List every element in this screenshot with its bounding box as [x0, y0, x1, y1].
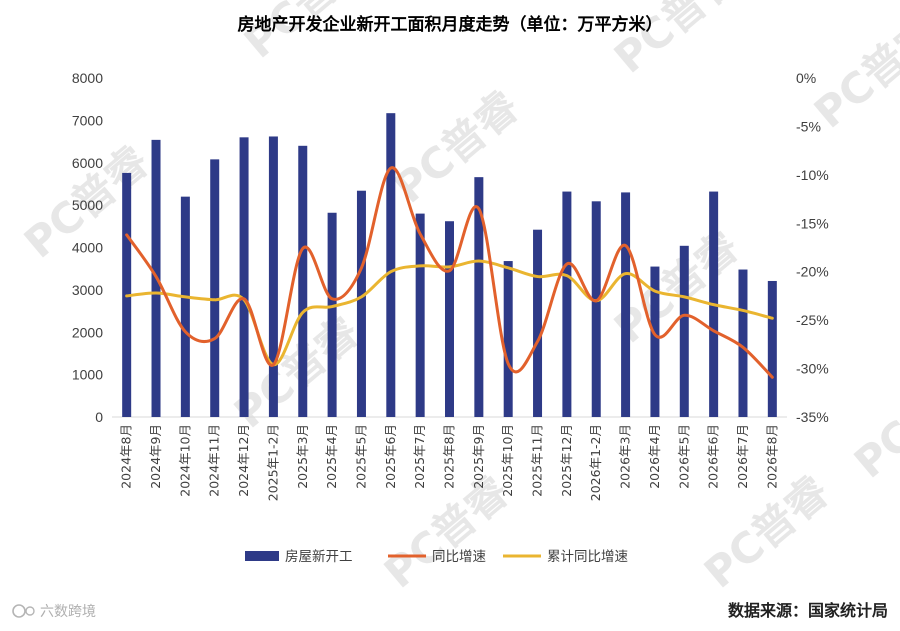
- y-left-tick-label: 7000: [72, 112, 103, 128]
- x-tick-label: 2026年3月: [618, 424, 633, 489]
- x-tick-label: 2025年1-2月: [265, 424, 280, 501]
- legend: 房屋新开工 同比增速 累计同比增速: [245, 549, 628, 565]
- bar-new-start: [767, 280, 777, 417]
- y-left-tick-label: 2000: [72, 324, 103, 340]
- x-tick-label: 2024年12月: [236, 424, 251, 497]
- plot-area: 0 1000 2000 3000 4000 5000 6000 7000 8000 -35% -30…: [72, 70, 829, 501]
- bar-new-start: [386, 113, 396, 417]
- x-tick-label: 2025年7月: [412, 424, 427, 489]
- y-right-tick-label: -5%: [796, 118, 821, 134]
- x-tick-label: 2024年9月: [148, 424, 163, 489]
- x-tick-label: 2025年12月: [559, 424, 574, 497]
- bar-new-start: [621, 192, 631, 417]
- x-tick-label: 2026年4月: [647, 424, 662, 489]
- x-tick-label: 2026年6月: [706, 424, 721, 489]
- legend-label: 房屋新开工: [285, 549, 353, 565]
- bar-new-start: [180, 196, 190, 417]
- y-left-tick-label: 6000: [72, 155, 103, 171]
- x-tick-label: 2026年1-2月: [588, 424, 603, 501]
- x-tick-label: 2024年10月: [177, 424, 192, 497]
- brand-label: 六数跨境: [40, 604, 96, 620]
- x-tick-label: 2025年4月: [324, 424, 339, 489]
- bar-new-start: [738, 269, 748, 417]
- brand-logo: 六数跨境: [12, 604, 96, 620]
- source-note: 数据来源：国家统计局: [728, 601, 888, 620]
- bar-new-start: [591, 201, 601, 417]
- y-left-tick-label: 0: [95, 409, 103, 425]
- bar-new-start: [503, 261, 513, 417]
- bar-new-start: [679, 245, 689, 417]
- legend-label: 同比增速: [432, 549, 486, 565]
- bar-new-start: [650, 266, 660, 417]
- x-tick-label: 2025年11月: [530, 424, 545, 497]
- y-right-tick-label: -35%: [796, 409, 829, 425]
- y-right-tick-label: -20%: [796, 264, 829, 280]
- y-right-tick-label: -30%: [796, 361, 829, 377]
- x-tick-label: 2025年6月: [383, 424, 398, 489]
- y-left-tick-label: 3000: [72, 282, 103, 298]
- y-left-tick-label: 4000: [72, 240, 103, 256]
- brand-logo-icon-dot: [25, 606, 35, 616]
- y-left-tick-label: 8000: [72, 70, 103, 86]
- watermark-text: PC普睿: [845, 357, 900, 488]
- x-tick-label: 2026年5月: [676, 424, 691, 489]
- y-right-tick-label: -10%: [796, 167, 829, 183]
- bar-new-start: [562, 191, 572, 417]
- watermark-text: PC普睿: [605, 0, 748, 83]
- y-right-tick-label: -25%: [796, 312, 829, 328]
- y-left-tick-label: 1000: [72, 367, 103, 383]
- legend-swatch-bar: [245, 551, 279, 561]
- bar-new-start: [298, 145, 308, 418]
- brand-logo-icon: [12, 604, 26, 618]
- bar-new-start: [327, 212, 337, 417]
- x-tick-label: 2025年8月: [442, 424, 457, 489]
- line-cumulative-yoy: [125, 259, 774, 367]
- bar-new-start: [474, 177, 484, 417]
- x-tick-label: 2024年11月: [207, 424, 222, 497]
- y-right-tick-label: 0%: [796, 70, 816, 86]
- bar-new-start: [533, 229, 543, 417]
- bar-new-start: [356, 190, 366, 417]
- bar-new-start: [210, 159, 220, 418]
- chart-title: 房地产开发企业新开工面积月度走势（单位：万平方米）: [238, 14, 663, 35]
- x-tick-label: 2026年8月: [764, 424, 779, 489]
- x-tick-label: 2025年5月: [353, 424, 368, 489]
- legend-label: 累计同比增速: [547, 549, 628, 565]
- x-tick-label: 2025年10月: [500, 424, 515, 497]
- x-tick-label: 2026年7月: [735, 424, 750, 489]
- bar-new-start: [268, 136, 278, 418]
- bar-new-start: [445, 221, 454, 417]
- bar-new-start: [239, 137, 249, 417]
- y-left-tick-label: 5000: [72, 197, 103, 213]
- y-right-tick-label: -15%: [796, 215, 829, 231]
- line-yoy-growth: [125, 166, 774, 379]
- bar-new-start: [415, 213, 425, 417]
- x-tick-label: 2024年8月: [119, 424, 134, 489]
- x-tick-label: 2025年3月: [295, 424, 310, 489]
- x-tick-label: 2025年9月: [471, 424, 486, 489]
